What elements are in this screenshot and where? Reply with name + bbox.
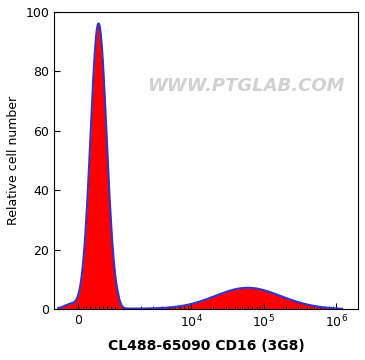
X-axis label: CL488-65090 CD16 (3G8): CL488-65090 CD16 (3G8) <box>108 339 304 353</box>
Y-axis label: Relative cell number: Relative cell number <box>7 96 20 225</box>
Text: WWW.PTGLAB.COM: WWW.PTGLAB.COM <box>147 77 345 95</box>
